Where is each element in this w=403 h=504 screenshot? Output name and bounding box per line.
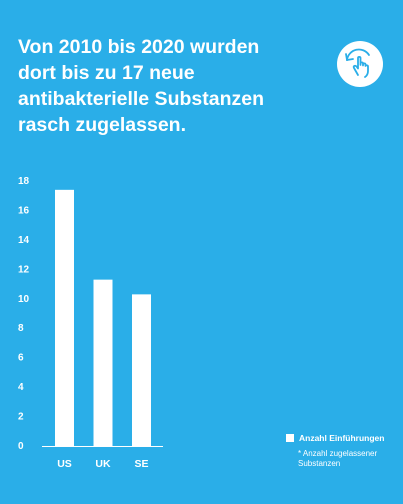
x-tick-label: SE bbox=[134, 458, 148, 470]
y-tick-label: 18 bbox=[18, 176, 30, 187]
y-tick-label: 4 bbox=[18, 382, 24, 393]
bar-us bbox=[55, 189, 74, 447]
y-tick-label: 0 bbox=[18, 441, 24, 452]
legend-label: Anzahl Einführungen bbox=[299, 433, 385, 443]
y-tick-label: 2 bbox=[18, 412, 24, 423]
x-tick-label: UK bbox=[95, 458, 111, 470]
headline: Von 2010 bis 2020 wurden dort bis zu 17 … bbox=[18, 34, 318, 138]
bar-se bbox=[132, 294, 151, 446]
legend: Anzahl Einführungen * Anzahl zugelassene… bbox=[286, 433, 401, 469]
y-tick-label: 16 bbox=[18, 205, 30, 216]
y-tick-label: 10 bbox=[18, 294, 30, 305]
x-axis-ticks: US UK SE bbox=[57, 458, 148, 470]
bar-chart: 0 2 4 6 8 10 12 14 16 18 US UK SE bbox=[18, 176, 163, 470]
y-tick-label: 8 bbox=[18, 323, 24, 334]
headline-line-1: Von 2010 bis 2020 wurden bbox=[18, 36, 260, 58]
y-tick-label: 12 bbox=[18, 264, 30, 275]
headline-line-4: rasch zugelassen. bbox=[18, 114, 186, 136]
x-tick-label: US bbox=[57, 458, 72, 470]
legend-item: Anzahl Einführungen bbox=[286, 433, 401, 443]
legend-footnote: * Anzahl zugelassener Substanzen bbox=[298, 449, 378, 468]
headline-line-2: dort bis zu 17 neue bbox=[18, 62, 195, 84]
y-tick-label: 6 bbox=[18, 353, 24, 364]
bar-uk bbox=[93, 279, 113, 446]
swipe-hand-icon bbox=[345, 48, 370, 78]
legend-swatch bbox=[286, 434, 294, 442]
bars bbox=[55, 189, 151, 447]
swipe-button[interactable] bbox=[337, 41, 383, 87]
headline-line-3: antibakterielle Substanzen bbox=[18, 88, 264, 110]
y-axis-ticks: 0 2 4 6 8 10 12 14 16 18 bbox=[18, 176, 30, 452]
y-tick-label: 14 bbox=[18, 235, 30, 246]
